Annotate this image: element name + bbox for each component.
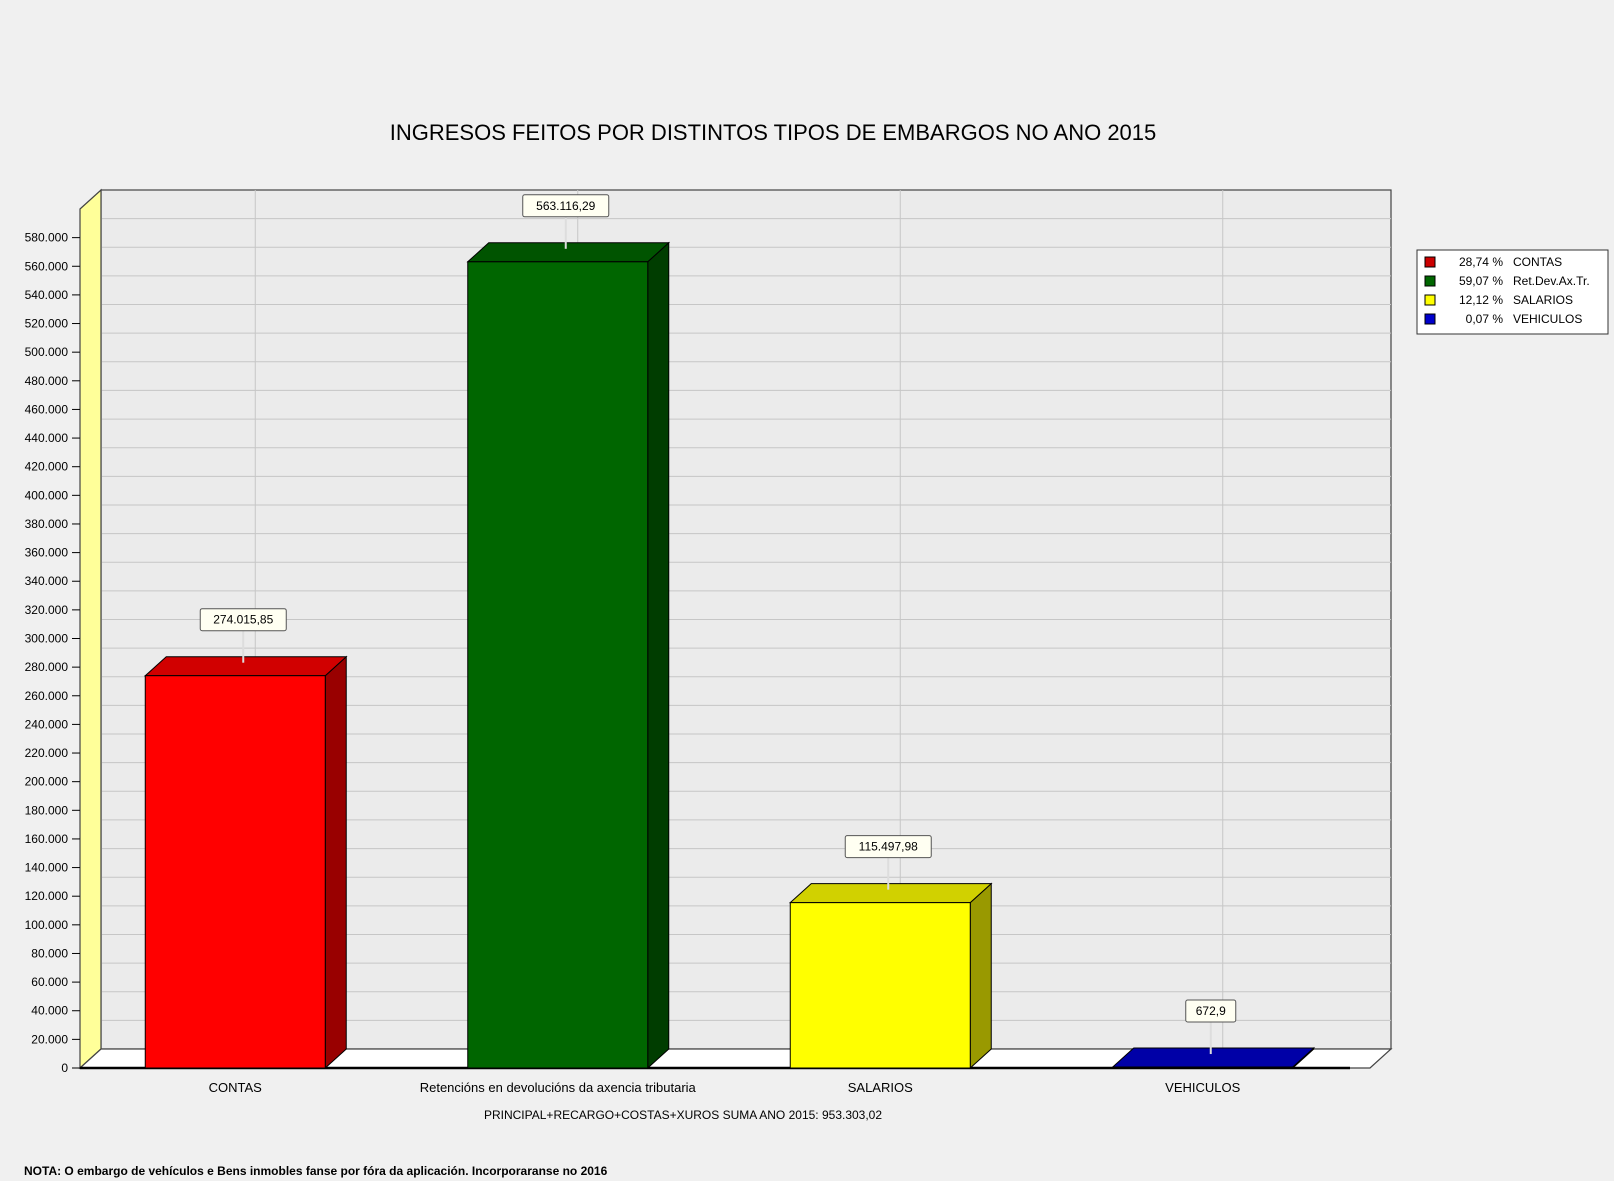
y-tick-label: 480.000 <box>25 374 69 388</box>
x-tick-label: CONTAS <box>209 1080 263 1095</box>
bar-1: 274.015,85 <box>143 608 348 1070</box>
y-tick-label: 540.000 <box>25 288 69 302</box>
legend-label: VEHICULOS <box>1513 312 1582 326</box>
data-label-box <box>844 835 932 859</box>
bar-front <box>144 675 326 1069</box>
legend-swatch <box>1424 256 1436 268</box>
bar-4: 672,9 <box>1111 999 1316 1070</box>
bar-2: 563.116,29 <box>466 194 671 1070</box>
y-tick-label: 60.000 <box>31 975 68 989</box>
y-tick-label: 340.000 <box>25 574 69 588</box>
bar-front <box>789 902 971 1069</box>
bar-3: 115.497,98 <box>788 835 993 1070</box>
legend-swatch <box>1424 275 1436 287</box>
legend-percent: 59,07 % <box>1459 274 1503 288</box>
y-tick-label: 520.000 <box>25 317 69 331</box>
y-tick-label: 140.000 <box>25 861 69 875</box>
y-tick-label: 100.000 <box>25 918 69 932</box>
bar-front <box>467 261 649 1069</box>
legend-percent: 0,07 % <box>1466 312 1504 326</box>
y-tick-label: 0 <box>61 1061 68 1075</box>
y-tick-label: 300.000 <box>25 632 69 646</box>
y-tick-label: 160.000 <box>25 832 69 846</box>
bar-top <box>143 656 348 677</box>
legend: 28,74 % CONTAS 59,07 % Ret.Dev.Ax.Tr. 12,12 … <box>1416 249 1609 335</box>
y-tick-label: 440.000 <box>25 431 69 445</box>
y-tick-label: 220.000 <box>25 746 69 760</box>
bar-side <box>969 882 992 1070</box>
data-label-box <box>1185 999 1237 1023</box>
data-label-box <box>522 194 610 218</box>
data-label: 672,9 <box>1196 1004 1226 1018</box>
bar-side <box>324 655 347 1070</box>
bar-top <box>1111 1047 1316 1068</box>
y-tick-label: 80.000 <box>31 946 68 960</box>
y-tick-label: 460.000 <box>25 402 69 416</box>
legend-label: SALARIOS <box>1513 293 1573 307</box>
legend-percent: 28,74 % <box>1459 255 1503 269</box>
y-tick-label: 380.000 <box>25 517 69 531</box>
y-tick-label: 320.000 <box>25 603 69 617</box>
x-tick-label: VEHICULOS <box>1165 1080 1240 1095</box>
data-label: 563.116,29 <box>536 199 595 213</box>
data-label-box <box>199 608 287 632</box>
y-tick-label: 400.000 <box>25 488 69 502</box>
y-tick-label: 420.000 <box>25 460 69 474</box>
plot-area: 0 20.000 40.000 60.000 80.000 100.000 120.000 1… <box>25 188 1393 1095</box>
y-tick-label: 40.000 <box>31 1004 68 1018</box>
footnote: NOTA: O embargo de vehículos e Bens inmo… <box>24 1164 608 1178</box>
x-tick-label: SALARIOS <box>848 1080 913 1095</box>
data-label: 274.015,85 <box>213 613 273 627</box>
y-tick-label: 360.000 <box>25 546 69 560</box>
y-tick-label: 240.000 <box>25 717 69 731</box>
y-tick-label: 200.000 <box>25 775 69 789</box>
x-tick-label: Retencións en devolucións da axencia tri… <box>420 1080 697 1095</box>
legend-box <box>1416 249 1609 335</box>
y-tick-label: 560.000 <box>25 259 69 273</box>
bar-top <box>788 883 993 904</box>
y-tick-label: 280.000 <box>25 660 69 674</box>
y-tick-label: 580.000 <box>25 231 69 245</box>
left-wall <box>79 188 102 1070</box>
legend-swatch <box>1424 294 1436 306</box>
y-tick-label: 180.000 <box>25 803 69 817</box>
y-tick-label: 500.000 <box>25 345 69 359</box>
y-tick-label: 120.000 <box>25 889 69 903</box>
bar-top <box>466 242 671 263</box>
chart-title: INGRESOS FEITOS POR DISTINTOS TIPOS DE E… <box>390 120 1157 145</box>
y-tick-label: 20.000 <box>31 1032 68 1046</box>
legend-label: Ret.Dev.Ax.Tr. <box>1513 274 1590 288</box>
bar-front <box>1112 1066 1294 1069</box>
legend-swatch <box>1424 313 1436 325</box>
x-axis-label: PRINCIPAL+RECARGO+COSTAS+XUROS SUMA ANO … <box>484 1108 882 1122</box>
legend-label: CONTAS <box>1513 255 1562 269</box>
y-tick-label: 260.000 <box>25 689 69 703</box>
legend-percent: 12,12 % <box>1459 293 1503 307</box>
bar-side <box>647 241 670 1070</box>
data-label: 115.497,98 <box>859 840 918 854</box>
